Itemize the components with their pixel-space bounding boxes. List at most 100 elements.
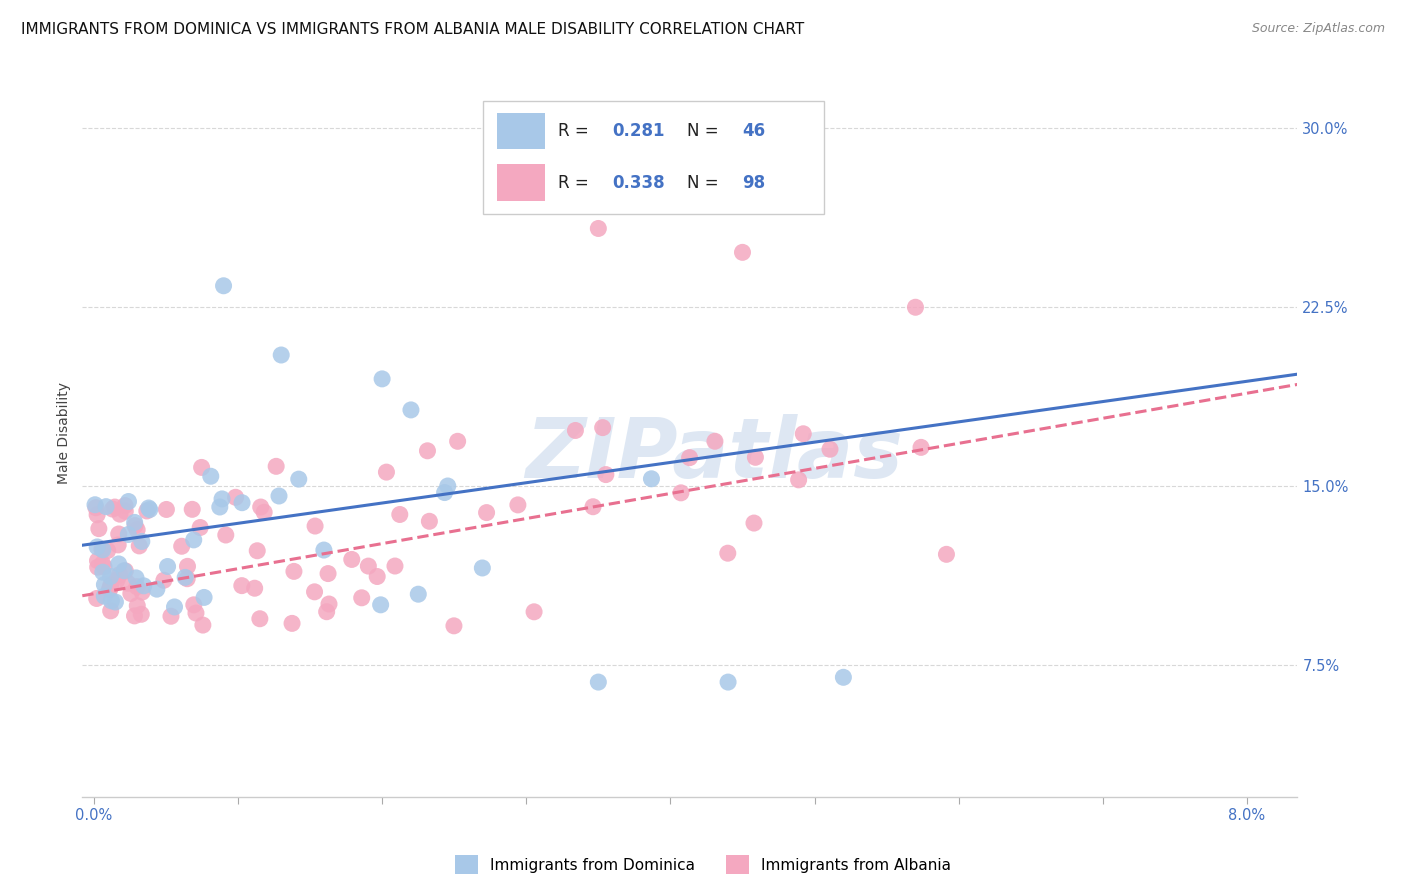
Point (200, 469, 222, 483)
Point (129, 607, 152, 622)
Point (264, 459, 287, 474)
Point (90, 542, 112, 557)
Point (132, 579, 155, 593)
Point (832, 670, 855, 684)
Point (124, 518, 146, 533)
Point (744, 450, 766, 465)
Point (246, 543, 269, 558)
Point (564, 424, 586, 438)
Point (156, 559, 179, 574)
Point (904, 300, 927, 314)
Point (742, 516, 765, 530)
Point (188, 520, 211, 534)
Point (399, 403, 422, 417)
Point (101, 502, 124, 516)
Point (114, 564, 136, 578)
Point (93, 589, 115, 603)
Point (350, 591, 373, 605)
Point (146, 582, 169, 596)
Point (86, 554, 108, 568)
Point (108, 507, 131, 521)
Point (318, 597, 340, 611)
Point (100, 604, 122, 618)
Point (717, 546, 740, 560)
Point (107, 557, 129, 571)
Point (128, 539, 150, 553)
Point (703, 434, 725, 449)
Point (107, 527, 129, 541)
Point (418, 514, 440, 528)
Point (100, 578, 122, 592)
Point (433, 485, 456, 500)
Text: Source: ZipAtlas.com: Source: ZipAtlas.com (1251, 22, 1385, 36)
Point (384, 559, 406, 574)
Point (153, 574, 176, 588)
Point (114, 499, 136, 513)
Point (170, 539, 193, 553)
Point (93, 559, 115, 574)
Point (91, 565, 114, 579)
Point (253, 505, 276, 519)
Point (84, 498, 107, 512)
Point (408, 587, 430, 601)
Point (357, 559, 380, 574)
Point (104, 500, 127, 514)
Point (312, 543, 335, 558)
Point (84, 500, 107, 515)
Point (108, 567, 131, 582)
Point (127, 599, 149, 613)
Point (98, 582, 121, 597)
Point (97, 543, 120, 558)
Point (127, 523, 149, 537)
Point (86, 591, 108, 606)
Point (104, 595, 127, 609)
Point (523, 605, 546, 619)
Point (249, 612, 271, 626)
Point (231, 496, 253, 510)
Point (112, 564, 135, 578)
Point (717, 675, 740, 690)
Point (86, 508, 108, 522)
Point (86, 540, 108, 554)
Point (211, 491, 233, 506)
Point (436, 479, 458, 493)
Point (135, 504, 157, 518)
Point (181, 502, 204, 516)
Point (98, 581, 121, 595)
Point (86, 560, 108, 574)
Point (117, 576, 139, 591)
Legend: Immigrants from Dominica, Immigrants from Albania: Immigrants from Dominica, Immigrants fro… (449, 849, 957, 880)
Point (792, 426, 814, 441)
Point (125, 571, 148, 585)
Point (340, 552, 363, 566)
Point (139, 502, 162, 516)
Point (935, 547, 957, 561)
Point (176, 559, 198, 574)
Point (243, 581, 266, 595)
Point (183, 533, 205, 547)
Point (281, 616, 304, 631)
Point (225, 490, 247, 504)
Point (87, 522, 110, 536)
Point (267, 489, 290, 503)
Point (174, 570, 197, 584)
Y-axis label: Male Disability: Male Disability (58, 382, 72, 483)
Point (117, 494, 139, 508)
Point (183, 598, 205, 612)
Point (388, 508, 411, 522)
Point (316, 566, 339, 581)
Point (366, 569, 388, 583)
Point (191, 618, 214, 632)
Point (588, 221, 610, 235)
Point (93, 577, 115, 591)
Point (304, 584, 326, 599)
Point (287, 472, 309, 486)
Point (190, 460, 212, 475)
Point (100, 569, 122, 583)
Point (446, 434, 468, 449)
Point (91, 542, 114, 557)
Point (787, 473, 810, 487)
Text: ZIPatlas: ZIPatlas (526, 414, 903, 495)
Point (105, 574, 128, 588)
Point (100, 594, 122, 608)
